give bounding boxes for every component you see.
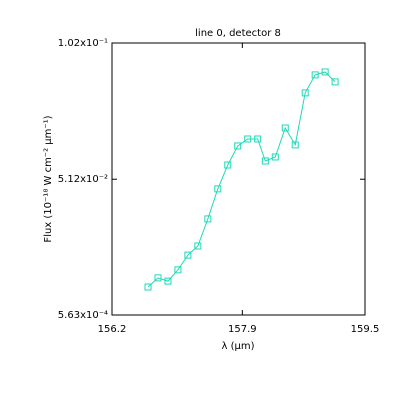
data-point xyxy=(144,283,152,291)
data-point xyxy=(184,251,192,259)
x-tick-label: 156.2 xyxy=(98,324,127,335)
data-point xyxy=(331,78,339,86)
data-point xyxy=(194,242,202,250)
data-point xyxy=(174,266,182,274)
x-tick-label: 157.9 xyxy=(228,324,257,335)
y-tick-label: 5.63x10⁻⁴ xyxy=(58,310,108,321)
data-point xyxy=(291,141,299,149)
data-point xyxy=(154,274,162,282)
y-tick-label: 1.02x10⁻¹ xyxy=(58,38,108,49)
data-point xyxy=(204,215,212,223)
plot-frame xyxy=(111,42,366,316)
chart-title: line 0, detector 8 xyxy=(195,28,281,39)
y-tick-label: 5.12x10⁻² xyxy=(58,174,108,185)
data-point xyxy=(244,135,252,143)
data-point xyxy=(271,153,279,161)
data-point xyxy=(261,157,269,165)
data-point xyxy=(234,142,242,150)
x-axis-label: λ (µm) xyxy=(221,341,254,352)
data-point xyxy=(321,68,329,76)
data-point xyxy=(224,161,232,169)
data-point xyxy=(311,71,319,79)
data-point xyxy=(301,89,309,97)
data-point xyxy=(281,124,289,132)
data-point xyxy=(254,135,262,143)
data-point xyxy=(164,277,172,285)
y-axis-label: Flux (10⁻¹⁸ W cm⁻² µm⁻¹) xyxy=(43,115,54,242)
data-point xyxy=(214,185,222,193)
data-line xyxy=(147,71,336,288)
x-tick-label: 159.5 xyxy=(351,324,380,335)
